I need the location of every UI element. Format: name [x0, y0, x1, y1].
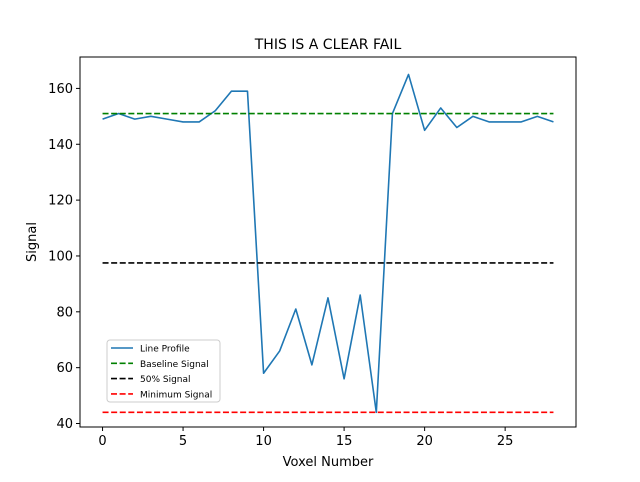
y-tick-label: 40 [56, 417, 73, 432]
x-tick-label: 20 [416, 434, 433, 449]
legend-label-baseline-signal: Baseline Signal [140, 360, 209, 370]
x-tick-label: 25 [497, 434, 514, 449]
x-tick-label: 15 [336, 434, 353, 449]
legend-label-50pct-signal: 50% Signal [140, 375, 191, 385]
legend-label-line-profile: Line Profile [140, 345, 190, 355]
chart-title: THIS IS A CLEAR FAIL [254, 37, 402, 53]
series-layer [102, 73, 554, 414]
series-line-line-profile [102, 73, 554, 414]
y-axis-label: Signal [25, 222, 40, 262]
y-tick-label: 60 [56, 361, 73, 376]
x-tick-label: 0 [98, 434, 106, 449]
y-tick-label: 160 [48, 82, 73, 97]
plot-frame [79, 56, 577, 428]
x-tick-label: 10 [255, 434, 272, 449]
y-tick-label: 120 [48, 194, 73, 209]
legend-box [106, 339, 221, 403]
y-tick-label: 140 [48, 138, 73, 153]
y-axis-ticks: 40 60 80 100 120 140 160 [48, 82, 80, 432]
legend: Line Profile Baseline Signal 50% Signal Min… [106, 339, 221, 403]
x-axis-label: Voxel Number [283, 455, 374, 470]
y-tick-label: 80 [56, 305, 73, 320]
legend-label-minimum-signal: Minimum Signal [140, 390, 212, 400]
legend-items: Line Profile Baseline Signal 50% Signal Min… [111, 345, 212, 400]
y-tick-label: 100 [48, 249, 73, 264]
x-axis-ticks: 0 5 10 15 20 25 [98, 427, 513, 449]
x-tick-label: 5 [179, 434, 187, 449]
